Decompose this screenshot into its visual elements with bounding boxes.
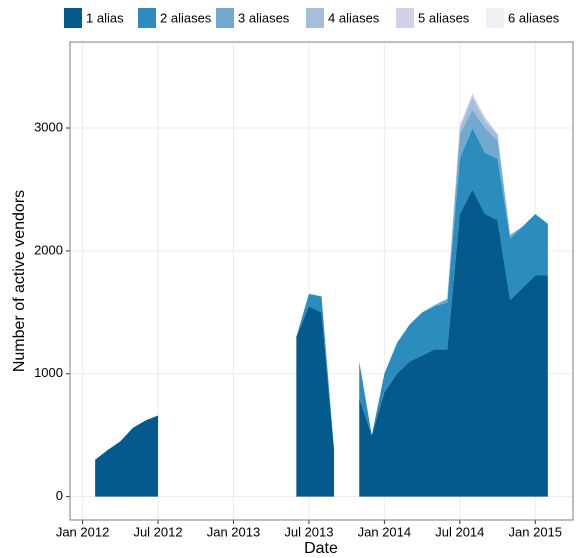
x-tick-label: Jan 2013 <box>207 524 261 539</box>
area <box>296 306 335 497</box>
y-axis-label: Number of active vendors <box>11 190 28 372</box>
y-tick-label: 3000 <box>34 119 63 134</box>
legend-swatch <box>486 8 504 28</box>
legend-swatch <box>64 8 82 28</box>
y-tick-label: 1000 <box>34 365 63 380</box>
legend-label: 2 aliases <box>160 10 212 25</box>
legend-label: 5 aliases <box>418 10 470 25</box>
panel <box>69 41 574 521</box>
x-axis-label: Date <box>304 540 338 557</box>
legend-label: 1 alias <box>86 10 124 25</box>
legend-label: 4 aliases <box>328 10 380 25</box>
legend-label: 3 aliases <box>238 10 290 25</box>
area <box>359 128 548 436</box>
area <box>359 189 548 497</box>
y-tick-label: 0 <box>56 488 63 503</box>
x-tick-label: Jan 2015 <box>509 524 563 539</box>
y-tick-label: 2000 <box>34 242 63 257</box>
x-tick-label: Jul 2013 <box>284 524 333 539</box>
legend-label: 6 aliases <box>508 10 560 25</box>
legend-swatch <box>306 8 324 28</box>
legend-swatch <box>138 8 156 28</box>
x-tick-label: Jul 2014 <box>435 524 484 539</box>
legend-swatch <box>216 8 234 28</box>
area <box>95 415 159 497</box>
x-tick-label: Jan 2014 <box>358 524 412 539</box>
plot-layer <box>70 42 573 520</box>
x-tick-label: Jan 2012 <box>56 524 110 539</box>
legend-swatch <box>396 8 414 28</box>
x-tick-label: Jul 2012 <box>133 524 182 539</box>
